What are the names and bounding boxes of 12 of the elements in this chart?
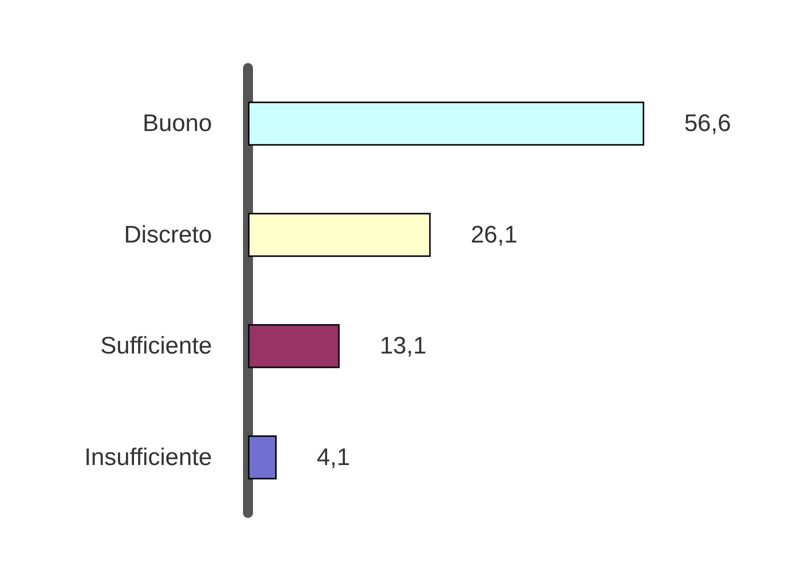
bar (248, 212, 431, 257)
y-tick-label: Sufficiente (100, 332, 212, 360)
y-tick-label: Discreto (124, 221, 212, 248)
data-label: 13,1 (380, 332, 426, 360)
y-tick-label: Buono (142, 110, 212, 138)
data-label: 26,1 (470, 221, 518, 248)
bar (248, 324, 340, 368)
data-label: 56,6 (684, 110, 731, 138)
bar (248, 102, 644, 146)
bar (248, 435, 277, 480)
data-label: 4,1 (316, 444, 350, 471)
y-tick-label: Insufficiente (84, 444, 212, 471)
